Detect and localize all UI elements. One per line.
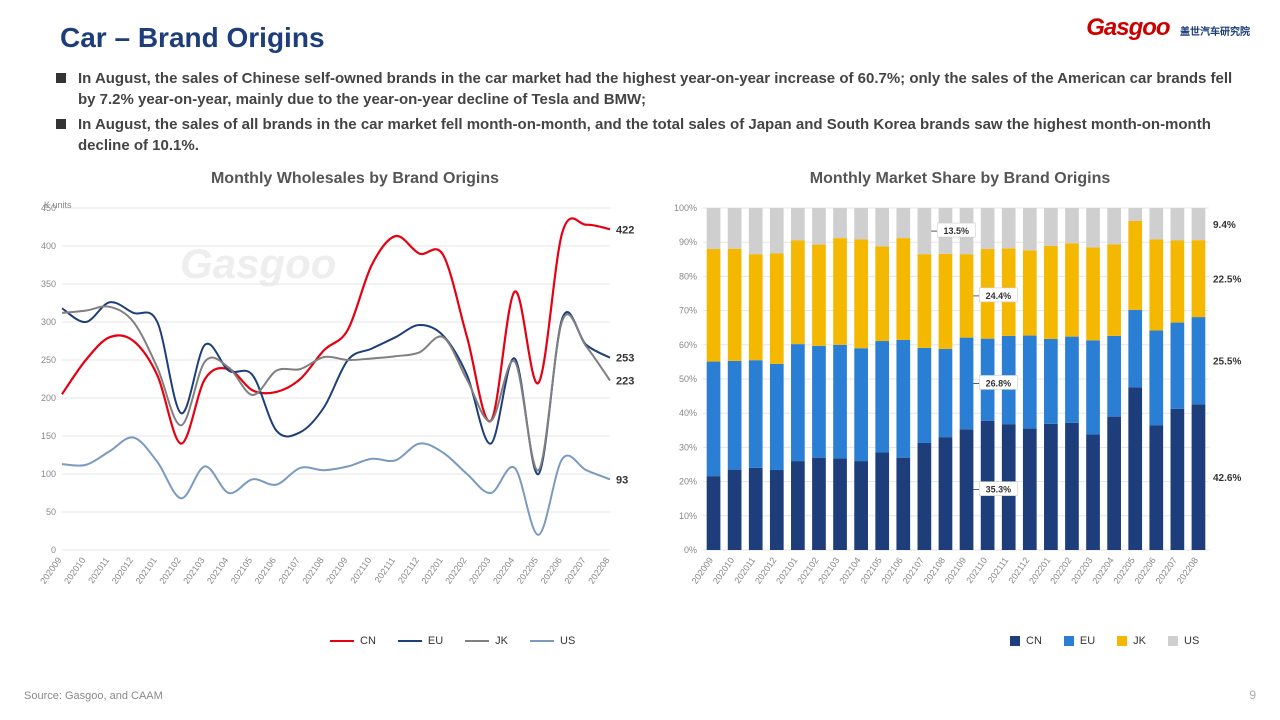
svg-text:202207: 202207 (562, 555, 587, 585)
svg-text:202010: 202010 (711, 555, 736, 585)
svg-text:42.6%: 42.6% (1213, 473, 1241, 484)
legend-left: CN EU JK US (330, 635, 575, 647)
svg-text:22.5%: 22.5% (1213, 275, 1241, 286)
svg-text:300: 300 (41, 317, 56, 327)
svg-text:202206: 202206 (539, 555, 564, 585)
svg-text:60%: 60% (679, 340, 697, 350)
svg-text:80%: 80% (679, 271, 697, 281)
svg-text:350: 350 (41, 279, 56, 289)
svg-text:202104: 202104 (205, 555, 230, 585)
legend-item-JK: JK (1117, 635, 1146, 647)
svg-text:202101: 202101 (134, 555, 159, 585)
svg-text:202208: 202208 (1175, 555, 1200, 585)
svg-text:202011: 202011 (86, 555, 111, 585)
svg-text:202012: 202012 (110, 555, 135, 585)
logo-sub: 盖世汽车研究院 (1180, 23, 1250, 38)
svg-text:253: 253 (616, 353, 634, 365)
page-title: Car – Brand Origins (60, 22, 325, 54)
svg-text:223: 223 (616, 376, 634, 388)
svg-text:202112: 202112 (396, 555, 421, 585)
svg-text:202106: 202106 (253, 555, 278, 585)
svg-text:10%: 10% (679, 511, 697, 521)
svg-text:202103: 202103 (181, 555, 206, 585)
bullet-1: In August, the sales of Chinese self-own… (78, 68, 1250, 110)
wholesales-line-chart: 050100150200250300350400450K units202009… (18, 198, 658, 628)
svg-text:26.8%: 26.8% (986, 378, 1012, 388)
svg-text:40%: 40% (679, 408, 697, 418)
svg-text:202203: 202203 (467, 555, 492, 585)
svg-text:202105: 202105 (229, 555, 254, 585)
svg-text:20%: 20% (679, 477, 697, 487)
svg-text:K units: K units (44, 200, 72, 210)
svg-text:250: 250 (41, 355, 56, 365)
svg-text:9.4%: 9.4% (1213, 220, 1236, 231)
svg-text:0: 0 (51, 545, 56, 555)
svg-text:30%: 30% (679, 442, 697, 452)
legend-item-EU: EU (1064, 635, 1095, 647)
market-share-bar-chart: 0%10%20%30%40%50%60%70%80%90%100%2020092… (665, 198, 1255, 628)
svg-text:50%: 50% (679, 374, 697, 384)
svg-text:90%: 90% (679, 237, 697, 247)
svg-text:400: 400 (41, 241, 56, 251)
svg-text:202110: 202110 (964, 555, 989, 585)
svg-text:0%: 0% (684, 545, 697, 555)
page-number: 9 (1249, 688, 1256, 702)
svg-text:202202: 202202 (443, 555, 468, 585)
svg-text:100%: 100% (674, 203, 697, 213)
svg-text:202111: 202111 (373, 555, 398, 584)
svg-text:70%: 70% (679, 306, 697, 316)
left-chart-title: Monthly Wholesales by Brand Origins (60, 170, 650, 188)
right-chart-title: Monthly Market Share by Brand Origins (670, 170, 1250, 188)
logo: Gasgoo 盖世汽车研究院 (1086, 14, 1250, 42)
svg-text:100: 100 (41, 469, 56, 479)
legend-item-US: US (530, 635, 575, 647)
svg-text:50: 50 (46, 507, 56, 517)
source-text: Source: Gasgoo, and CAAM (24, 690, 163, 702)
svg-text:422: 422 (616, 224, 634, 236)
logo-main: Gasgoo (1086, 14, 1169, 41)
bullet-2: In August, the sales of all brands in th… (78, 114, 1250, 156)
legend-item-JK: JK (465, 635, 508, 647)
legend-right: CN EU JK US (1010, 635, 1199, 647)
legend-item-CN: CN (330, 635, 376, 647)
svg-text:202108: 202108 (300, 555, 325, 585)
svg-text:93: 93 (616, 474, 628, 486)
svg-text:202109: 202109 (943, 555, 968, 585)
svg-text:202110: 202110 (348, 555, 373, 585)
legend-item-US: US (1168, 635, 1199, 647)
svg-text:202204: 202204 (491, 555, 516, 585)
legend-item-EU: EU (398, 635, 443, 647)
bullet-list: In August, the sales of Chinese self-own… (56, 68, 1250, 160)
svg-text:150: 150 (41, 431, 56, 441)
svg-text:202208: 202208 (586, 555, 611, 585)
svg-text:35.3%: 35.3% (986, 485, 1012, 495)
svg-text:202201: 202201 (419, 555, 444, 585)
svg-text:200: 200 (41, 393, 56, 403)
svg-text:202102: 202102 (157, 555, 182, 585)
svg-text:202009: 202009 (38, 555, 63, 585)
svg-text:202107: 202107 (276, 555, 301, 585)
svg-text:202010: 202010 (62, 555, 87, 585)
legend-item-CN: CN (1010, 635, 1042, 647)
svg-text:202109: 202109 (324, 555, 349, 585)
svg-text:202205: 202205 (515, 555, 540, 585)
svg-text:25.5%: 25.5% (1213, 357, 1241, 368)
svg-text:24.4%: 24.4% (986, 291, 1012, 301)
svg-text:13.5%: 13.5% (943, 226, 969, 236)
